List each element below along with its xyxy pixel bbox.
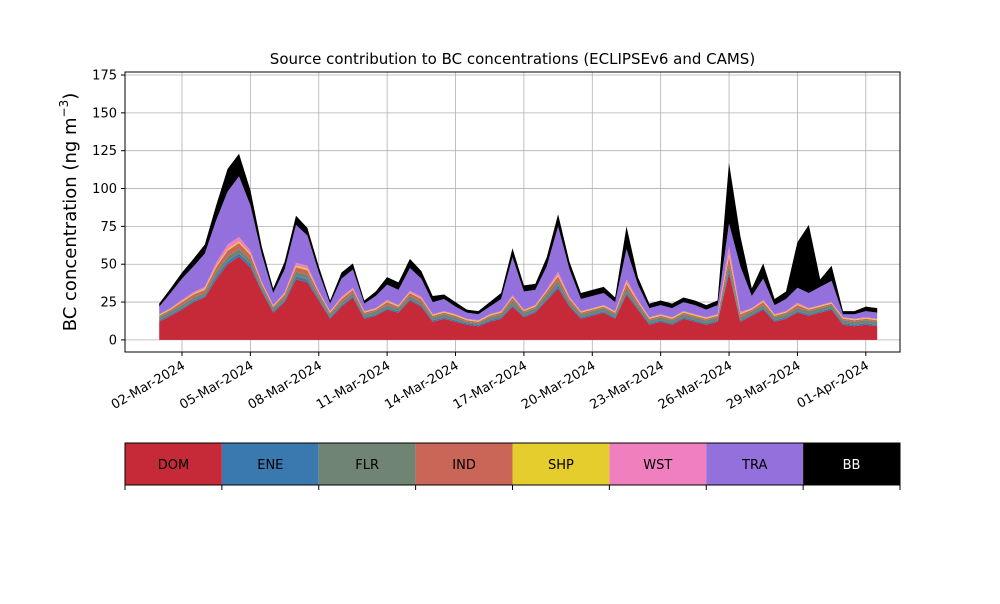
area-shp: [159, 241, 878, 322]
x-tick-label: 14-Mar-2024: [382, 358, 461, 412]
area-dom: [159, 256, 878, 340]
y-tick-label: 75: [100, 220, 117, 235]
legend-swatch-ind: [415, 443, 513, 485]
area-flr: [159, 249, 878, 325]
area-tra: [159, 176, 878, 321]
legend-label-ind: IND: [452, 458, 476, 473]
legend-label-dom: DOM: [158, 458, 189, 473]
x-tick-label: 08-Mar-2024: [246, 358, 325, 412]
legend-label-bb: BB: [843, 458, 861, 473]
y-tick-label: 150: [92, 106, 117, 121]
legend-swatch-wst: [609, 443, 707, 485]
x-tick-label: 02-Mar-2024: [109, 358, 188, 412]
x-tick-label: 11-Mar-2024: [314, 358, 393, 412]
legend-swatch-dom: [125, 443, 222, 485]
x-tick-label: 26-Mar-2024: [656, 358, 735, 412]
y-tick-label: 25: [100, 296, 117, 311]
area-series: [159, 153, 878, 340]
x-tick-label: 05-Mar-2024: [177, 358, 256, 412]
legend-label-ene: ENE: [257, 458, 283, 473]
legend-swatch-bb: [803, 443, 900, 485]
legend-swatch-flr: [318, 443, 416, 485]
y-tick-label: 50: [100, 258, 117, 273]
legend-label-tra: TRA: [741, 458, 767, 473]
y-axis-label-prefix: BC concentration (ng m: [60, 117, 81, 331]
y-axis-label: BC concentration (ng m−3): [57, 93, 81, 332]
legend-label-wst: WST: [643, 458, 672, 473]
y-tick-label: 0: [109, 333, 117, 348]
x-tick-label: 01-Apr-2024: [795, 358, 872, 411]
x-tick-label: 23-Mar-2024: [588, 358, 667, 412]
legend-label-flr: FLR: [355, 458, 379, 473]
legend-swatch-ene: [221, 443, 319, 485]
area-ind: [159, 243, 878, 324]
plot-frame: [124, 71, 901, 353]
legend-colorbar: DOM ENE FLR IND SHP WST TRA BB: [124, 442, 901, 490]
legend-swatch-shp: [512, 443, 610, 485]
legend-swatch-tra: [706, 443, 804, 485]
area-wst: [159, 237, 878, 321]
y-axis-label-suffix: ): [60, 93, 81, 100]
y-axis: 0 25 50 75 100 125 150 175: [92, 69, 125, 348]
x-tick-label: 20-Mar-2024: [519, 358, 598, 412]
x-tick-label: 29-Mar-2024: [724, 358, 803, 412]
y-tick-label: 175: [92, 69, 117, 84]
y-axis-label-exponent: −3: [57, 100, 71, 118]
y-tick-label: 100: [92, 182, 117, 197]
y-tick-label: 125: [92, 144, 117, 159]
legend-label-shp: SHP: [548, 458, 574, 473]
area-bb: [159, 153, 878, 315]
x-tick-label: 17-Mar-2024: [451, 358, 530, 412]
area-ene: [159, 253, 878, 327]
x-axis: 02-Mar-202405-Mar-202408-Mar-202411-Mar-…: [109, 352, 872, 413]
chart-title: Source contribution to BC concentrations…: [270, 50, 755, 68]
